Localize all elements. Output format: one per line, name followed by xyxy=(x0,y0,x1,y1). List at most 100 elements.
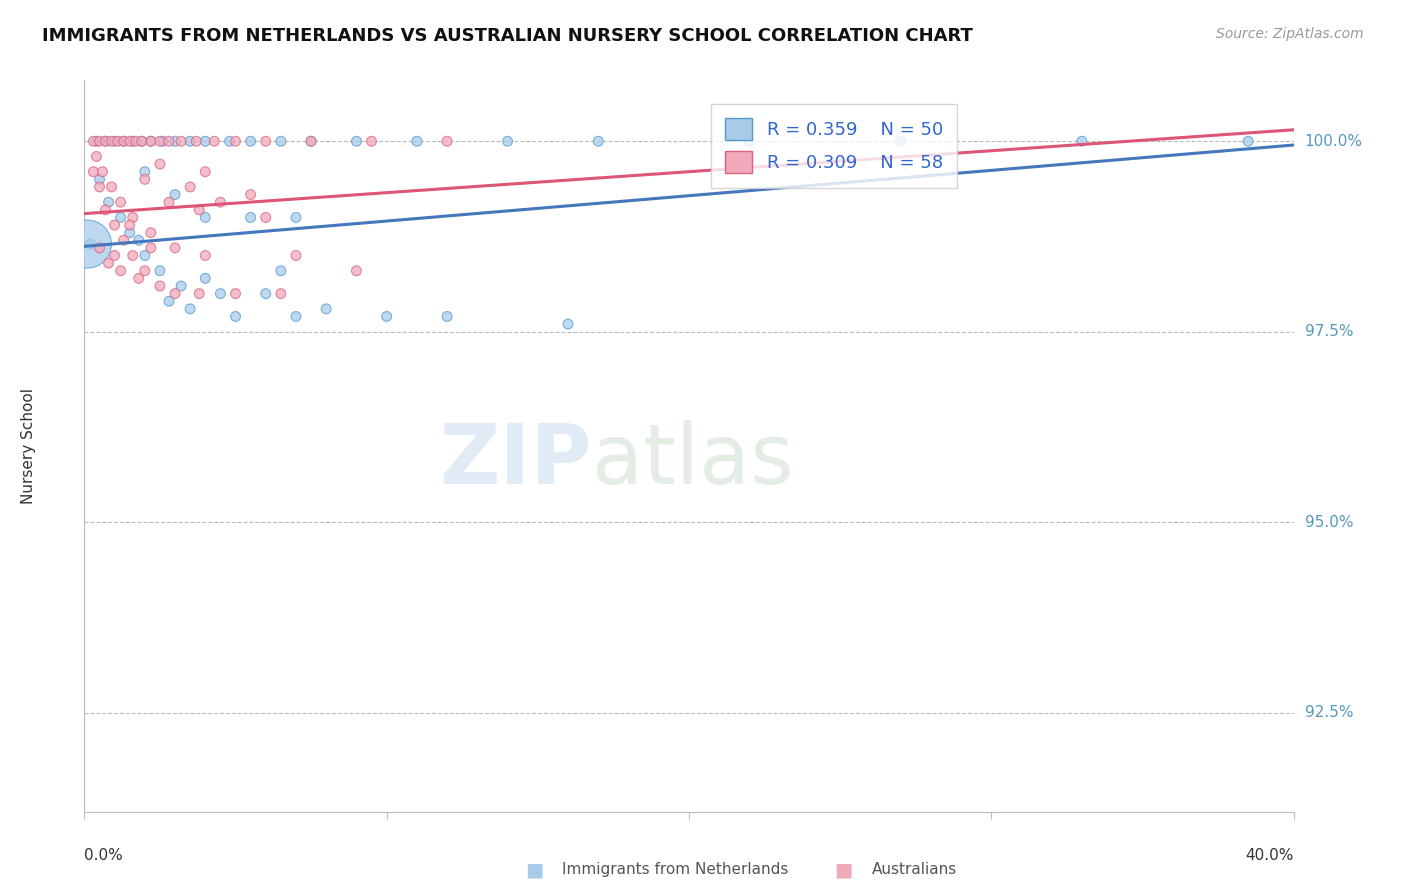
Point xyxy=(209,195,232,210)
Point xyxy=(79,237,101,252)
Point xyxy=(157,195,180,210)
Point xyxy=(239,211,262,225)
Point xyxy=(94,202,117,217)
Point xyxy=(1071,134,1094,148)
Point xyxy=(89,180,111,194)
Point xyxy=(165,241,187,255)
Text: ■: ■ xyxy=(524,860,544,880)
Point xyxy=(254,211,277,225)
Point xyxy=(194,134,217,148)
Text: Source: ZipAtlas.com: Source: ZipAtlas.com xyxy=(1216,27,1364,41)
Text: Immigrants from Netherlands: Immigrants from Netherlands xyxy=(562,863,789,877)
Point xyxy=(225,310,247,324)
Point xyxy=(128,271,150,285)
Text: IMMIGRANTS FROM NETHERLANDS VS AUSTRALIAN NURSERY SCHOOL CORRELATION CHART: IMMIGRANTS FROM NETHERLANDS VS AUSTRALIA… xyxy=(42,27,973,45)
Point xyxy=(131,134,153,148)
Point xyxy=(179,301,201,316)
Point xyxy=(436,134,458,148)
Point xyxy=(112,233,135,247)
Point xyxy=(134,248,156,262)
Point xyxy=(346,134,368,148)
Point xyxy=(110,264,132,278)
Point xyxy=(436,310,458,324)
Point xyxy=(104,134,127,148)
Point xyxy=(97,256,120,270)
Point xyxy=(112,134,135,148)
Point xyxy=(121,134,143,148)
Point xyxy=(152,134,174,148)
Text: ■: ■ xyxy=(834,860,853,880)
Point xyxy=(82,134,104,148)
Point xyxy=(360,134,382,148)
Point xyxy=(118,134,141,148)
Point xyxy=(165,187,187,202)
Point xyxy=(186,134,208,148)
Point xyxy=(134,164,156,178)
Point xyxy=(270,264,292,278)
Text: atlas: atlas xyxy=(592,420,794,501)
Point xyxy=(82,164,104,178)
Point xyxy=(202,134,225,148)
Text: Australians: Australians xyxy=(872,863,957,877)
Point xyxy=(299,134,322,148)
Point xyxy=(139,134,162,148)
Point xyxy=(284,211,308,225)
Point xyxy=(149,134,172,148)
Point xyxy=(149,279,172,293)
Point xyxy=(139,226,162,240)
Point xyxy=(134,264,156,278)
Point xyxy=(89,134,111,148)
Point xyxy=(346,264,368,278)
Text: 92.5%: 92.5% xyxy=(1305,706,1353,720)
Point xyxy=(188,202,211,217)
Point xyxy=(194,271,217,285)
Point xyxy=(121,211,143,225)
Point xyxy=(149,157,172,171)
Point xyxy=(194,164,217,178)
Point xyxy=(194,211,217,225)
Point xyxy=(112,134,135,148)
Point xyxy=(89,241,111,255)
Point xyxy=(284,310,308,324)
Text: ZIP: ZIP xyxy=(440,420,592,501)
Point xyxy=(270,134,292,148)
Point xyxy=(100,134,122,148)
Point xyxy=(110,211,132,225)
Point xyxy=(406,134,429,148)
Point xyxy=(107,134,129,148)
Text: 95.0%: 95.0% xyxy=(1305,515,1353,530)
Point xyxy=(86,149,108,163)
Point xyxy=(94,134,117,148)
Point xyxy=(588,134,610,148)
Point xyxy=(239,187,262,202)
Point xyxy=(284,248,308,262)
Point xyxy=(209,286,232,301)
Point xyxy=(131,134,153,148)
Point xyxy=(157,294,180,309)
Point xyxy=(86,134,108,148)
Point xyxy=(496,134,519,148)
Point xyxy=(239,134,262,148)
Point xyxy=(315,301,337,316)
Point xyxy=(128,233,150,247)
Point xyxy=(110,195,132,210)
Point xyxy=(91,164,114,178)
Point xyxy=(299,134,322,148)
Point xyxy=(194,248,217,262)
Point xyxy=(118,226,141,240)
Point xyxy=(94,134,117,148)
Point xyxy=(270,286,292,301)
Point xyxy=(170,134,193,148)
Text: 40.0%: 40.0% xyxy=(1246,848,1294,863)
Point xyxy=(1237,134,1260,148)
Point xyxy=(149,264,172,278)
Point xyxy=(890,134,912,148)
Point xyxy=(179,134,201,148)
Point xyxy=(134,172,156,186)
Point xyxy=(100,180,122,194)
Point xyxy=(254,286,277,301)
Point xyxy=(188,286,211,301)
Point xyxy=(76,237,98,252)
Legend: R = 0.359    N = 50, R = 0.309    N = 58: R = 0.359 N = 50, R = 0.309 N = 58 xyxy=(710,104,957,187)
Point xyxy=(225,286,247,301)
